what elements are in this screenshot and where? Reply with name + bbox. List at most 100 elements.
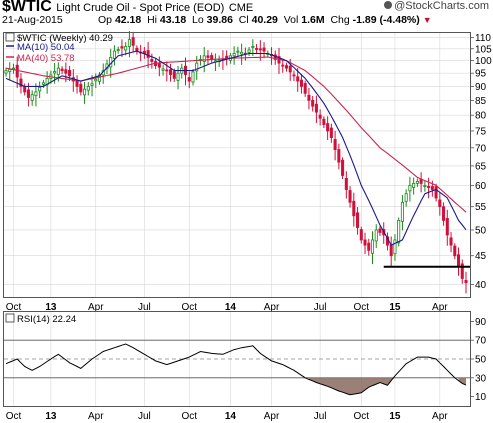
price-x-tick-label: Jul [138, 302, 151, 313]
candle-body [430, 186, 434, 190]
candle-body [419, 179, 423, 184]
rsi-x-axis: Oct 13 Apr Jul Oct 14 Apr Jul Oct 15 Apr [6, 411, 449, 422]
candle-body [393, 239, 397, 255]
candle-body [191, 71, 195, 83]
stockcharts-watermark: @StockCharts.com [384, 0, 489, 12]
low-label: Lo [192, 14, 204, 26]
candle-body [258, 48, 262, 51]
rsi-y-tick-label: 10 [475, 392, 487, 403]
candle-body [352, 200, 356, 217]
price-panel-frame [3, 32, 471, 298]
candle-body [169, 69, 173, 75]
candle-body [34, 91, 38, 97]
candle-body [23, 86, 27, 93]
price-x-tick-label: Apr [432, 302, 448, 313]
close-label: Cl [238, 14, 249, 26]
candle-body [236, 50, 240, 53]
candle-body [329, 127, 333, 138]
price-y-tick-label: 90 [475, 82, 487, 93]
candle-body [404, 193, 408, 202]
candle-body [15, 64, 19, 78]
candle-body [438, 199, 442, 208]
rsi-oversold-fill [308, 377, 466, 395]
down-arrow-icon: ▼ [422, 15, 432, 25]
candle-body [210, 55, 214, 60]
price-legend: $WTIC (Weekly) 40.29 MA(10) 50.04 MA(40)… [5, 32, 113, 64]
header-date: 21-Aug-2015 [2, 14, 63, 26]
candle-body [415, 181, 419, 184]
candle-body [427, 186, 431, 188]
rsi-x-tick-label: Jul [138, 411, 151, 422]
candle-body [64, 69, 68, 74]
open-label: Op [98, 14, 113, 26]
rsi-x-tick-label: Oct [6, 411, 22, 422]
candle-body [307, 94, 311, 101]
candle-body [296, 76, 300, 82]
candle-body [161, 68, 165, 71]
ma40-line [5, 56, 467, 213]
candle-body [202, 55, 206, 62]
price-x-tick-label: 14 [225, 302, 237, 313]
candle-body [165, 69, 169, 72]
candle-body [408, 185, 412, 192]
price-y-tick-label: 100 [475, 56, 492, 67]
candle-body [367, 242, 371, 251]
candle-body [453, 245, 457, 257]
candle-body [206, 55, 210, 58]
candle-body [255, 48, 259, 50]
price-x-tick-label: Apr [88, 302, 104, 313]
candle-body [112, 50, 116, 59]
price-y-tick-label: 85 [475, 96, 487, 107]
rsi-y-tick-label: 90 [475, 317, 487, 328]
price-y-tick-label: 95 [475, 69, 487, 80]
candle-body [348, 190, 352, 203]
rsi-x-tick-label: 15 [389, 411, 401, 422]
watermark-text: @StockCharts.com [394, 0, 489, 12]
rsi-y-axis: 10 30 50 70 90 [470, 317, 487, 403]
candle-body [344, 178, 348, 190]
candle-body [127, 39, 131, 47]
price-x-tick-label: 15 [389, 302, 401, 313]
rsi-x-tick-label: Apr [432, 411, 448, 422]
candle-body [262, 47, 266, 52]
price-y-tick-label: 60 [475, 181, 487, 192]
candle-body [232, 53, 236, 57]
price-x-tick-label: 13 [45, 302, 57, 313]
candle-body [341, 159, 345, 176]
candle-body [251, 46, 255, 48]
candle-body [68, 69, 72, 77]
change-label: Chg [330, 14, 350, 26]
price-candles [4, 30, 468, 294]
candle-body [38, 86, 42, 92]
rsi-y-tick-label: 30 [475, 373, 487, 384]
exchange-label: CME [228, 2, 254, 14]
candle-body [4, 70, 8, 74]
price-y-tick-label: 65 [475, 161, 487, 172]
price-y-tick-label: 80 [475, 111, 487, 122]
candle-body [363, 239, 367, 246]
volume-label: Vol [283, 14, 299, 26]
high-value: 43.18 [159, 14, 187, 26]
candle-body [378, 228, 382, 233]
price-x-axis: Oct 13 Apr Jul Oct 14 Apr Jul Oct 15 Apr [6, 302, 449, 313]
legend-ma10: MA(10) 50.04 [17, 42, 75, 53]
price-x-tick-label: Jul [314, 302, 327, 313]
candle-body [172, 71, 176, 79]
candle-body [284, 65, 289, 69]
candle-body [56, 67, 60, 75]
candle-body [281, 64, 285, 67]
price-y-tick-label: 110 [475, 33, 491, 44]
price-y-tick-label: 50 [475, 225, 487, 236]
candle-body [412, 183, 416, 188]
candle-body [464, 280, 468, 284]
price-y-tick-label: 75 [475, 126, 487, 137]
legend-price-swatch [5, 32, 15, 42]
candle-body [326, 123, 330, 132]
candle-body [359, 229, 363, 241]
candle-body [116, 49, 120, 51]
rsi-x-tick-label: Oct [181, 411, 197, 422]
candle-body [187, 77, 191, 82]
candle-body [303, 83, 307, 94]
